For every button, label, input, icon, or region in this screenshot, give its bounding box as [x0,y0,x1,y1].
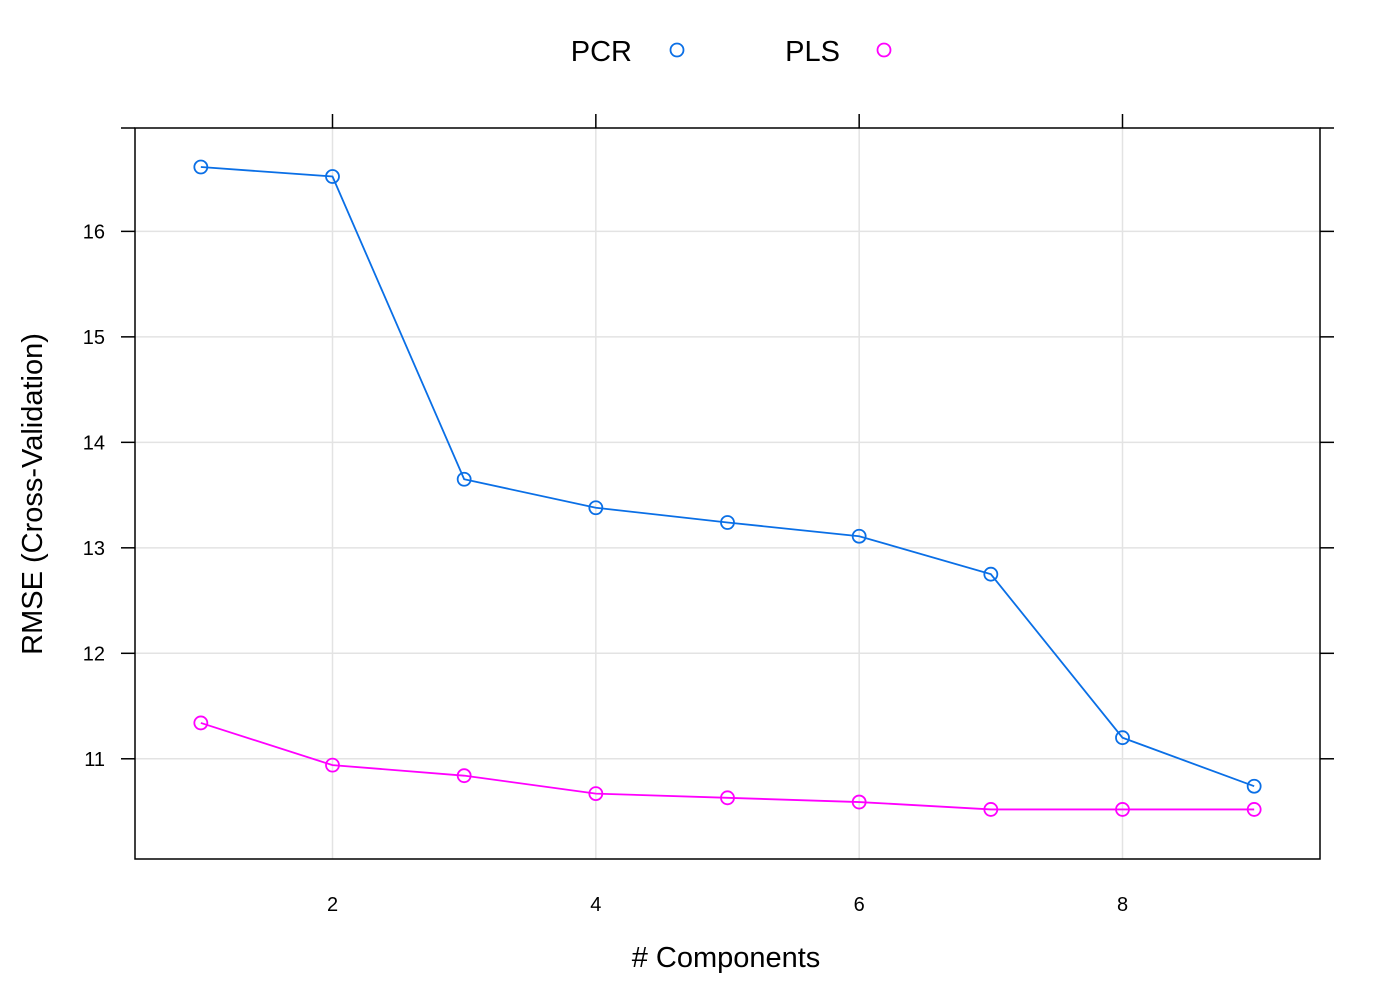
data-point-pls [456,768,472,784]
data-point-pls [325,757,340,773]
data-point-pls [1246,802,1262,817]
legend-label-pls: PLS [785,36,840,68]
data-point-pls [193,715,209,731]
series-line-pcr [200,166,1255,788]
data-point-pcr [325,169,340,184]
x-tick-label: 4 [590,894,601,916]
grid-lines [135,128,1320,859]
data-point-pcr [1246,778,1262,794]
data-point-pls [588,786,604,802]
x-axis-title: # Components [632,942,821,974]
legend: PCR PLS [571,36,892,68]
y-axis-title: RMSE (Cross-Validation) [17,333,49,655]
y-tick-label: 11 [84,749,105,771]
plot-area-frame [134,127,1321,860]
data-point-pcr [983,566,999,582]
series-layer [193,159,1262,817]
data-point-pcr [1115,730,1130,746]
y-tick-label: 16 [83,221,105,243]
x-tick-label: 6 [854,894,865,916]
axis-ticks: 2 4 6 8 11 12 13 14 15 16 [83,114,1334,916]
x-tick-label: 2 [327,894,338,916]
data-point-pcr [193,159,209,175]
y-tick-label: 15 [83,327,105,349]
data-point-pcr [456,471,472,487]
data-point-pcr [720,515,735,530]
data-point-pls [851,794,867,810]
y-tick-label: 14 [83,432,105,454]
legend-label-pcr: PCR [571,36,632,68]
data-point-pcr [851,528,867,544]
legend-marker-pcr [669,42,685,58]
y-tick-label: 12 [83,643,105,665]
y-tick-label: 13 [83,538,105,560]
data-point-pls [720,790,735,806]
data-point-pls [1115,802,1130,817]
data-point-pcr [588,500,604,516]
x-tick-label: 8 [1117,894,1128,916]
legend-marker-pls [876,42,892,58]
series-line-pls [200,722,1255,811]
data-point-pls [983,802,999,817]
